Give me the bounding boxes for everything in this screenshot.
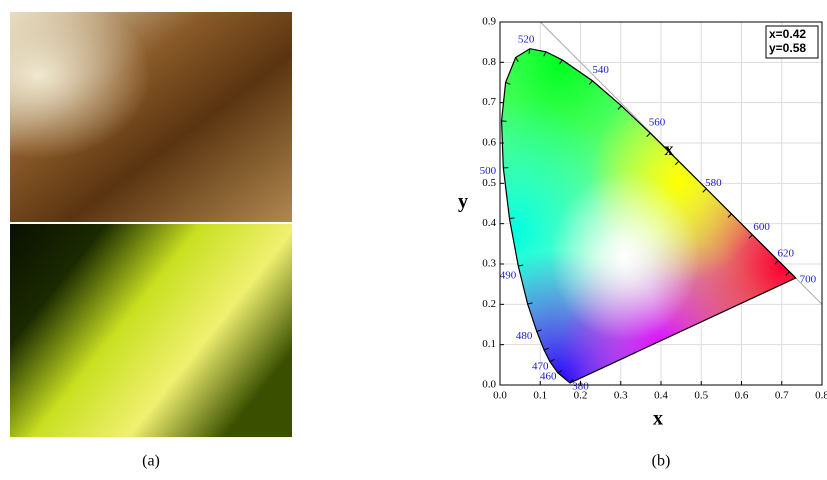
- locus-tick: [502, 121, 507, 122]
- gamut-fill: [500, 46, 798, 385]
- y-tick-label: 0.2: [482, 298, 496, 310]
- y-tick-label: 0.6: [482, 137, 496, 149]
- y-tick-label: 0.0: [482, 379, 496, 391]
- y-tick-label: 0.5: [482, 177, 496, 189]
- wavelength-label: 480: [516, 330, 533, 342]
- y-tick-label: 0.3: [482, 258, 496, 270]
- y-tick-label: 0.8: [482, 56, 496, 68]
- gamut-layer: [500, 46, 798, 385]
- x-tick-label: 0.4: [654, 390, 668, 402]
- wavelength-label: 470: [532, 360, 549, 372]
- x-tick-label: 0.8: [815, 390, 827, 402]
- x-tick-label: 0.2: [574, 390, 588, 402]
- panel-label: (a): [142, 453, 160, 470]
- y-tick-label: 0.9: [482, 16, 496, 28]
- coordinate-label: x=0.42: [769, 27, 806, 41]
- wavelength-label: 580: [705, 177, 722, 189]
- micrograph-bright-highlight: [10, 12, 292, 222]
- y-tick-label: 0.4: [482, 217, 496, 229]
- cie-chart: 3804604704804905005205405605806006207000…: [458, 16, 827, 430]
- x-tick-label: 0.1: [533, 390, 547, 402]
- wavelength-label: 490: [500, 270, 517, 282]
- wavelength-label: 700: [800, 274, 817, 286]
- x-tick-label: 0.6: [735, 390, 749, 402]
- locus-tick: [509, 218, 514, 219]
- wavelength-label: 600: [753, 221, 770, 233]
- panel-label: (b): [652, 453, 671, 470]
- x-tick-label: 0.5: [694, 390, 708, 402]
- x-tick-label: 0.3: [614, 390, 628, 402]
- wavelength-label: 500: [480, 165, 497, 177]
- coordinate-label: y=0.58: [769, 41, 806, 55]
- x-axis-label: x: [653, 408, 663, 430]
- y-axis-label: y: [458, 191, 468, 213]
- wavelength-label: 620: [778, 247, 795, 259]
- y-tick-label: 0.7: [482, 96, 496, 108]
- data-point: x: [665, 139, 674, 159]
- micrograph-fluorescence: [10, 224, 292, 437]
- x-tick-label: 0.0: [493, 390, 507, 402]
- x-tick-label: 0.7: [775, 390, 789, 402]
- wavelength-label: 520: [518, 34, 535, 46]
- y-tick-label: 0.1: [482, 338, 496, 350]
- wavelength-label: 540: [592, 64, 609, 76]
- wavelength-label: 560: [649, 116, 666, 128]
